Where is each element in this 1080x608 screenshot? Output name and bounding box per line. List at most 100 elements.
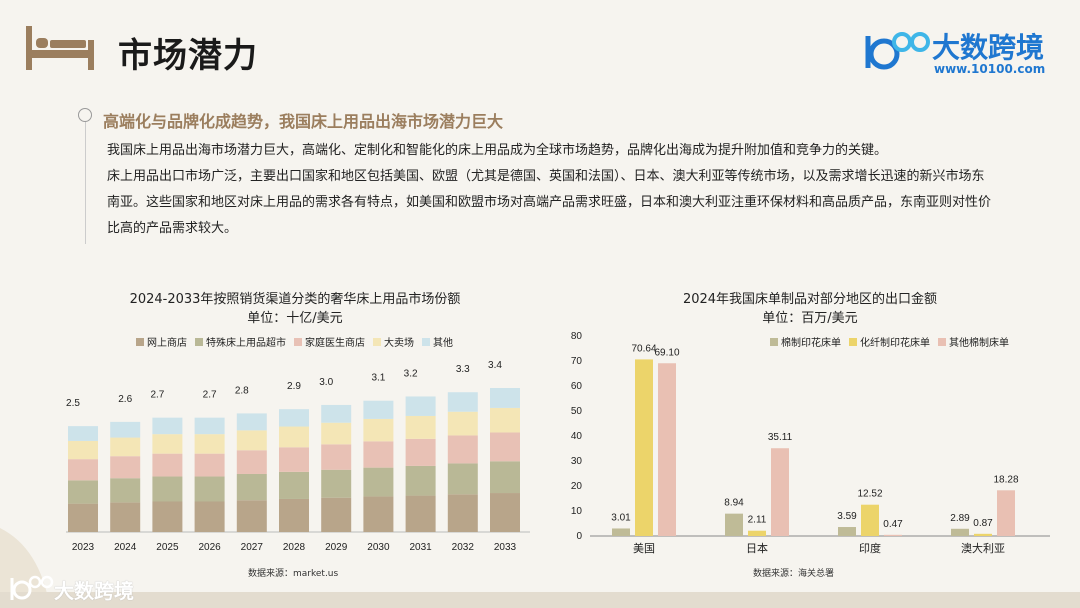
legend-swatch bbox=[294, 337, 302, 346]
total-label: 3.1 bbox=[371, 373, 385, 384]
bar bbox=[635, 359, 653, 536]
timeline-dot bbox=[78, 108, 92, 122]
x-tick-label: 2030 bbox=[367, 542, 390, 553]
total-label: 3.4 bbox=[488, 360, 502, 371]
left-chart-source: 数据来源：market.us bbox=[248, 569, 339, 579]
timeline-line bbox=[85, 120, 86, 244]
bar-segment bbox=[490, 407, 520, 433]
right-chart-legend: 棉制印花床单 化纤制印花床单 其他棉制床单 bbox=[770, 334, 1009, 349]
brand-logo: 大数跨境 www.10100.com bbox=[862, 24, 1062, 80]
bar-segment bbox=[279, 409, 309, 427]
bar-segment bbox=[152, 434, 183, 454]
legend-swatch bbox=[373, 337, 381, 346]
bar-segment bbox=[447, 392, 478, 412]
section-heading: 高端化与品牌化成趋势，我国床上用品出海市场潜力巨大 bbox=[103, 112, 504, 131]
bar-segment bbox=[110, 421, 141, 438]
bar-segment bbox=[152, 417, 183, 435]
y-tick-label: 10 bbox=[571, 506, 583, 517]
data-label: 3.01 bbox=[611, 512, 631, 523]
legend-label: 家庭医生商店 bbox=[305, 338, 365, 349]
bar-segment bbox=[321, 444, 352, 470]
bar-segment bbox=[447, 494, 478, 532]
bar-segment bbox=[194, 417, 225, 435]
bar-segment bbox=[194, 453, 225, 477]
data-label: 70.64 bbox=[631, 343, 656, 354]
y-tick-label: 40 bbox=[571, 431, 583, 442]
bar bbox=[951, 528, 969, 536]
x-tick-label: 2023 bbox=[72, 542, 95, 553]
bar bbox=[612, 528, 630, 536]
legend-item: 其他 bbox=[422, 334, 453, 349]
bar-segment bbox=[405, 415, 436, 439]
bar-segment bbox=[279, 498, 309, 532]
x-tick-label: 2031 bbox=[409, 542, 432, 553]
total-label: 2.7 bbox=[203, 390, 217, 401]
legend-label: 化纤制印花床单 bbox=[860, 338, 930, 349]
bar-segment bbox=[152, 501, 183, 532]
x-tick-label: 2024 bbox=[114, 542, 137, 553]
bar-segment bbox=[321, 404, 352, 423]
x-tick-label: 2025 bbox=[156, 542, 179, 553]
bar-segment bbox=[194, 476, 225, 502]
y-tick-label: 70 bbox=[571, 356, 583, 367]
bar-segment bbox=[363, 441, 394, 468]
bar-segment bbox=[363, 467, 394, 497]
data-label: 3.59 bbox=[837, 511, 857, 522]
total-label: 3.2 bbox=[404, 368, 418, 379]
x-tick-label: 澳大利亚 bbox=[961, 541, 1005, 555]
bar-segment bbox=[68, 459, 98, 481]
legend-swatch bbox=[849, 337, 857, 346]
legend-swatch bbox=[195, 337, 203, 346]
bar-segment bbox=[152, 453, 183, 477]
bar bbox=[884, 534, 902, 536]
legend-label: 特殊床上用品超市 bbox=[206, 338, 286, 349]
legend-item: 家庭医生商店 bbox=[294, 334, 365, 349]
x-tick-label: 2032 bbox=[452, 542, 475, 553]
bar bbox=[838, 527, 856, 536]
paragraph-2: 床上用品出口市场广泛，主要出口国家和地区包括美国、欧盟（尤其是德国、英国和法国）… bbox=[107, 169, 992, 236]
bar bbox=[748, 530, 766, 536]
bar-segment bbox=[68, 426, 98, 441]
total-label: 2.6 bbox=[118, 394, 132, 405]
brand-url: www.10100.com bbox=[934, 62, 1046, 76]
brand-name: 大数跨境 bbox=[932, 31, 1045, 64]
y-tick-label: 30 bbox=[571, 456, 583, 467]
x-tick-label: 日本 bbox=[746, 541, 768, 555]
bar-segment bbox=[194, 434, 225, 454]
bar-segment bbox=[236, 430, 267, 451]
data-label: 8.94 bbox=[724, 498, 744, 509]
bar-segment bbox=[236, 500, 267, 532]
bar-segment bbox=[68, 480, 98, 504]
data-label: 2.89 bbox=[950, 513, 970, 524]
legend-item: 棉制印花床单 bbox=[770, 334, 841, 349]
data-label: 0.47 bbox=[883, 519, 903, 530]
bar bbox=[861, 504, 879, 536]
bar-segment bbox=[490, 493, 520, 532]
bar-segment bbox=[490, 461, 520, 494]
bar bbox=[997, 490, 1015, 536]
data-label: 35.11 bbox=[768, 432, 793, 443]
y-tick-label: 0 bbox=[576, 531, 582, 542]
left-chart-subtitle: 单位：十亿/美元 bbox=[247, 311, 343, 326]
bar-segment bbox=[405, 438, 436, 466]
footer-band bbox=[0, 592, 1080, 608]
bar-segment bbox=[321, 469, 352, 498]
bar-segment bbox=[110, 502, 141, 532]
bar-segment bbox=[447, 411, 478, 436]
total-label: 3.0 bbox=[319, 377, 333, 388]
bar-segment bbox=[236, 413, 267, 431]
bar-segment bbox=[490, 388, 520, 408]
bar-segment bbox=[110, 437, 141, 457]
total-label: 2.7 bbox=[150, 390, 164, 401]
right-chart-subtitle: 单位：百万/美元 bbox=[762, 311, 858, 326]
bar-segment bbox=[405, 495, 436, 532]
bar-segment bbox=[236, 450, 267, 474]
bar-segment bbox=[447, 463, 478, 495]
data-label: 18.28 bbox=[993, 474, 1018, 485]
legend-swatch bbox=[422, 337, 430, 346]
bar bbox=[974, 533, 992, 536]
right-chart-source: 数据来源：海关总署 bbox=[753, 569, 835, 579]
bar-segment bbox=[279, 426, 309, 448]
total-label: 3.3 bbox=[456, 364, 470, 375]
total-label: 2.8 bbox=[235, 385, 249, 396]
